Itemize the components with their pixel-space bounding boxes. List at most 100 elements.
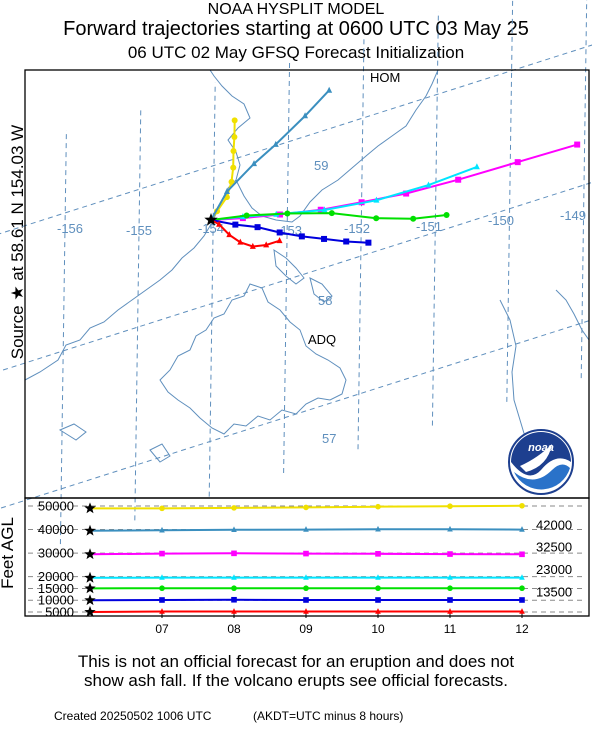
trajectory-point [303,526,309,532]
trajectory-point [231,608,237,614]
trajectory-point [303,574,309,580]
trajectory-point [223,187,230,194]
trajectory-point [216,220,223,227]
parallel-line [0,181,592,372]
coastline-path [58,423,87,441]
trajectory-point [410,215,417,222]
trajectory-point [303,550,309,557]
latitude-label: 57 [322,431,336,446]
x-tick-label: 11 [444,622,457,636]
trajectory-point [519,574,525,580]
coastline-path [499,299,527,441]
trajectory-line [210,143,578,221]
meridian-line [431,11,439,426]
trajectory-point [447,574,453,580]
trajectory-point [231,526,237,532]
map-frame [24,69,590,499]
trajectory-point [375,525,381,532]
trajectory [210,86,333,221]
trajectory-point [447,597,453,603]
height-series [84,524,525,536]
coastline-path [235,69,439,223]
trajectory-point [159,585,165,592]
longitude-label: -150 [488,213,514,228]
height-right-label: 13500 [536,584,572,599]
trajectory-point [447,525,453,532]
height-series [84,582,525,594]
source-star [84,502,96,514]
height-tick-label: 20000 [38,569,74,584]
trajectory-point [403,190,410,197]
height-tick-label: 40000 [38,522,74,537]
meridian-line [580,0,588,379]
disclaimer: This is not an official forecast for an … [0,652,592,690]
x-tick-label: 09 [299,622,313,636]
meridian-line [208,82,216,497]
trajectory-point [284,210,291,217]
trajectory-point [272,140,279,147]
logo-gull [520,444,552,472]
logo-sea [514,464,570,490]
longitude-label: -152 [344,221,370,236]
trajectory-point [321,235,328,242]
trajectory [210,210,450,222]
coastline-path [555,289,590,341]
longitude-label: -151 [416,219,442,234]
trajectory-point [343,238,350,245]
x-tick-label: 07 [155,622,169,636]
trajectory-point [243,212,250,219]
trajectory-point [159,608,165,614]
trajectory-point [326,86,333,93]
trajectory-point [249,242,256,249]
trajectory-point [375,574,381,580]
place-label: ADQ [308,332,336,347]
coastline [24,69,590,463]
trajectory-point [231,596,237,603]
trajectory-point [425,181,432,188]
trajectory-point [226,231,233,238]
trajectory-point [375,608,381,614]
trajectory-point [443,212,450,219]
x-tick-label: 10 [371,622,385,636]
height-series [84,594,525,606]
trajectory-point [159,574,165,580]
coastline-path [273,248,305,285]
meridian-line [59,130,67,545]
longitude-label: -155 [126,223,152,238]
disclaimer-line-1: This is not an official forecast for an … [77,652,515,671]
trajectory-point [230,148,237,155]
trajectory-point [263,241,270,248]
source-star [84,571,96,583]
trajectories [204,86,581,249]
x-tick-label: 12 [515,622,529,636]
map-labels: -156 -155 -154 -153 -152 -151 -150 -149595857HO… [57,70,586,446]
trajectory-point [447,503,453,510]
trajectory-point [159,505,165,512]
place-label: HOM [370,70,400,85]
meridian-line [283,58,291,473]
height-series [84,548,525,560]
trajectory-point [254,224,261,231]
height-right-label: 23000 [536,562,572,577]
trajectory-point [251,160,258,167]
meridian-line [506,0,514,402]
trajectory-point [276,229,283,236]
graticule [0,0,592,545]
height-frame [24,497,590,617]
trajectory-line [210,219,369,244]
trajectory [210,219,372,246]
disclaimer-line-2: show ash fall. If the volcano erupts see… [84,671,508,690]
trajectory-point [447,551,453,557]
trajectory-point [375,597,381,603]
chart-subtitle: 06 UTC 02 May GFSQ Forecast Initializati… [127,43,465,62]
trajectory-point [231,505,237,511]
logo-text: noaa [528,442,554,454]
source-star [84,524,96,536]
trajectory-point [303,585,309,592]
height-right-label: 32500 [536,540,572,555]
source-star [84,606,96,617]
trajectory-point [375,551,381,557]
trajectory-point [373,215,380,222]
